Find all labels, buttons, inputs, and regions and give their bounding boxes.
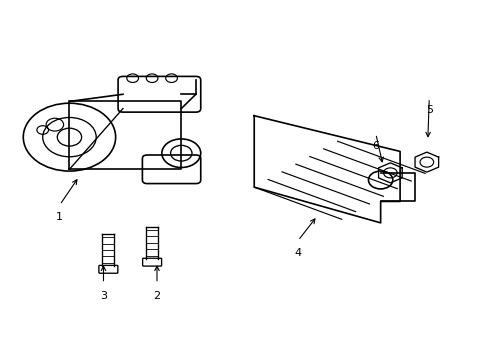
Text: 3: 3: [100, 291, 107, 301]
Text: 6: 6: [371, 141, 379, 151]
Text: 1: 1: [56, 212, 63, 222]
Text: 4: 4: [294, 248, 301, 258]
Text: 2: 2: [153, 291, 160, 301]
Text: 5: 5: [425, 105, 432, 115]
